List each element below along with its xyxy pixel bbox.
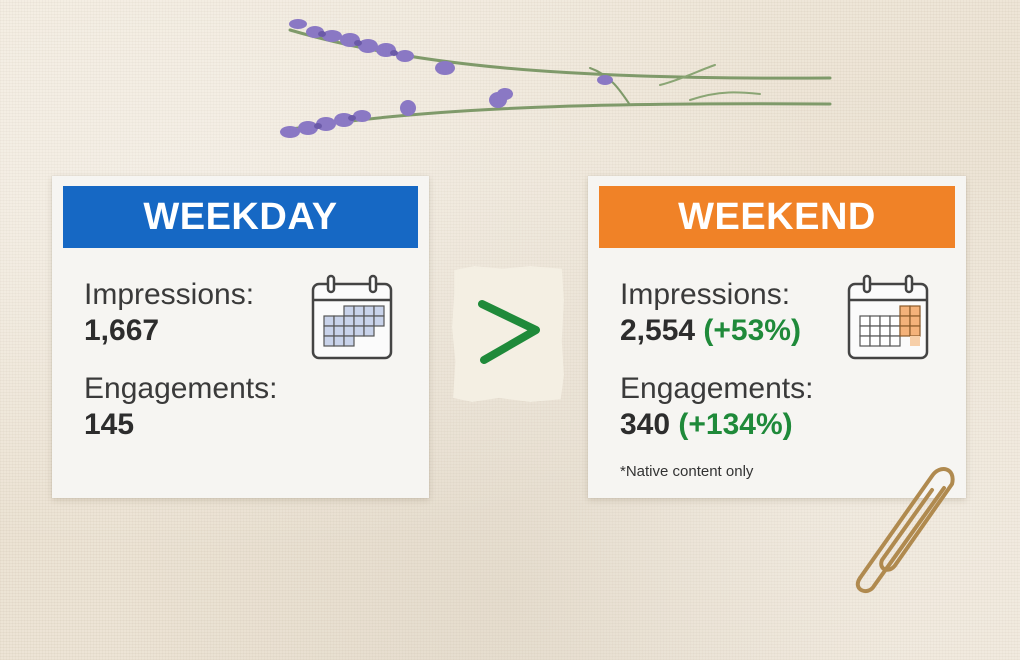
lavender-sprig	[280, 19, 832, 138]
weekday-banner: WEEKDAY	[63, 186, 418, 248]
weekday-engagements-label: Engagements:	[84, 372, 278, 405]
weekend-engagements-delta: (+134%)	[678, 408, 793, 441]
weekend-title: WEEKEND	[678, 195, 876, 238]
weekday-impressions-label: Impressions:	[84, 278, 255, 311]
weekend-impressions-value: 2,554	[620, 314, 696, 347]
weekday-title: WEEKDAY	[143, 195, 338, 238]
calendar-icon	[847, 274, 929, 360]
weekend-footnote: *Native content only	[620, 463, 754, 480]
comparison-note	[452, 266, 564, 402]
greater-than-icon	[478, 300, 540, 364]
paperclip	[855, 467, 955, 594]
weekday-engagements-value: 145	[84, 408, 135, 441]
weekend-impressions-delta: (+53%)	[703, 314, 801, 347]
weekday-impressions-value: 1,667	[84, 314, 160, 347]
weekend-engagements-row: 340 (+134%)	[620, 408, 793, 442]
weekend-impressions-label: Impressions:	[620, 278, 791, 311]
weekend-impressions-row: 2,554 (+53%)	[620, 314, 801, 348]
calendar-icon	[311, 274, 393, 360]
weekend-engagements-label: Engagements:	[620, 372, 814, 405]
weekend-engagements-value: 340	[620, 408, 671, 441]
weekend-card: WEEKEND Impressions: 2,554 (+53%) Engage…	[588, 176, 966, 498]
weekend-banner: WEEKEND	[599, 186, 955, 248]
weekday-card: WEEKDAY Impressions: 1,667 Engagements: …	[52, 176, 429, 498]
